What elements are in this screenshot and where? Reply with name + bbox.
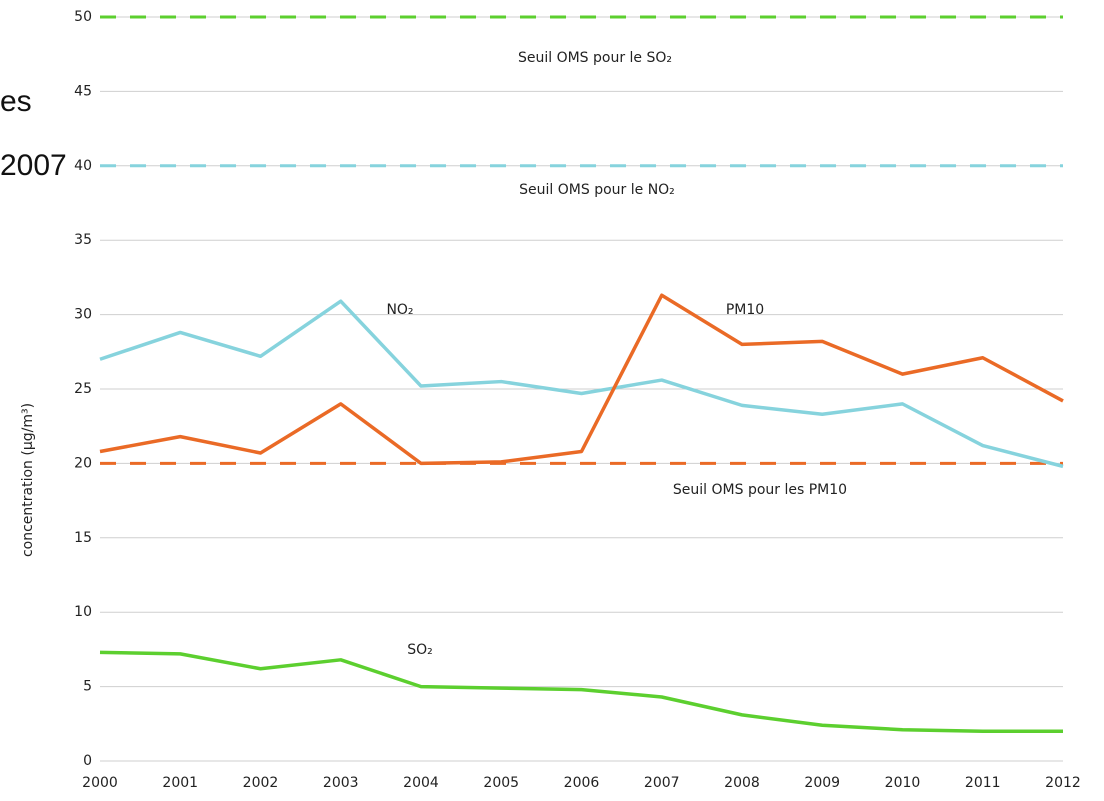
x-tick-label: 2012 [1045, 775, 1081, 791]
x-tick-label: 2009 [804, 775, 840, 791]
series-label: SO₂ [407, 642, 433, 658]
series-line [99, 293, 1064, 466]
threshold-label: Seuil OMS pour les PM10 [673, 482, 847, 498]
x-tick-label: 2007 [644, 775, 680, 791]
x-tick-label: 2005 [483, 775, 519, 791]
x-tick-label: 2003 [323, 775, 359, 791]
y-tick-label: 10 [74, 604, 92, 620]
threshold-label: Seuil OMS pour le SO₂ [518, 50, 672, 66]
x-tick-label: 2000 [82, 775, 118, 791]
x-tick-label: 2008 [724, 775, 760, 791]
y-axis-label: concentration (µg/m³) [20, 403, 36, 557]
x-tick-label: 2002 [243, 775, 279, 791]
threshold-label: Seuil OMS pour le NO₂ [519, 182, 675, 198]
y-tick-label: 0 [83, 753, 92, 769]
x-tick-label: 2001 [162, 775, 198, 791]
x-tick-label: 2010 [885, 775, 921, 791]
y-tick-label: 20 [74, 455, 92, 471]
x-tick-label: 2006 [564, 775, 600, 791]
y-tick-label: 50 [74, 9, 92, 25]
series-line [99, 299, 1064, 469]
y-tick-label: 30 [74, 307, 92, 323]
background-fragment: es [0, 85, 32, 118]
y-tick-label: 5 [83, 679, 92, 695]
y-tick-label: 45 [74, 83, 92, 99]
background-fragment: 2007 [0, 149, 67, 182]
series-label: NO₂ [386, 302, 413, 318]
series-line [99, 650, 1063, 733]
x-tick-label: 2011 [965, 775, 1001, 791]
y-tick-label: 40 [74, 158, 92, 174]
series-label: PM10 [726, 302, 764, 318]
y-tick-label: 15 [74, 530, 92, 546]
x-tick-label: 2004 [403, 775, 439, 791]
y-tick-label: 35 [74, 232, 92, 248]
y-tick-label: 25 [74, 381, 92, 397]
